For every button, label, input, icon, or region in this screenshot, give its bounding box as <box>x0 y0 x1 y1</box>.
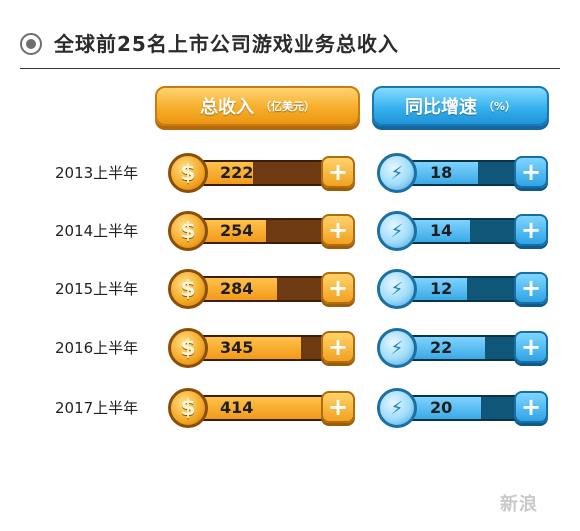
revenue-value: 222 <box>220 163 254 182</box>
watermark: 新浪 <box>500 494 538 515</box>
growth-value: 18 <box>430 163 453 182</box>
revenue-value: 284 <box>220 279 254 298</box>
lightning-coin-icon: ⚡ <box>377 269 417 309</box>
dollar-coin-icon: $ <box>168 388 208 428</box>
plus-icon[interactable]: + <box>321 214 355 246</box>
revenue-value: 254 <box>220 221 254 240</box>
lightning-coin-icon: ⚡ <box>377 211 417 251</box>
growth-bar: 20 <box>400 395 522 421</box>
revenue-bar-fill <box>192 278 278 300</box>
row-year-label: 2013上半年 <box>55 164 139 182</box>
chart-title-bar: 全球前25名上市公司游戏业务总收入 <box>20 30 560 70</box>
plus-icon[interactable]: + <box>514 272 548 304</box>
growth-header: 同比增速 （%） <box>372 86 549 126</box>
revenue-value: 414 <box>220 398 254 417</box>
growth-header-label: 同比增速 <box>404 97 477 118</box>
dollar-coin-icon: $ <box>168 153 208 193</box>
plus-icon[interactable]: + <box>321 156 355 188</box>
plus-icon[interactable]: + <box>321 391 355 423</box>
growth-bar-fill <box>402 162 478 184</box>
growth-value: 20 <box>430 398 453 417</box>
dollar-coin-icon: $ <box>168 269 208 309</box>
lightning-coin-icon: ⚡ <box>377 388 417 428</box>
growth-bar: 14 <box>400 218 522 244</box>
revenue-header-unit: （亿美元） <box>260 100 315 113</box>
growth-bar: 18 <box>400 160 522 186</box>
dollar-coin-icon: $ <box>168 211 208 251</box>
revenue-value: 345 <box>220 338 254 357</box>
lightning-coin-icon: ⚡ <box>377 153 417 193</box>
revenue-bar-fill <box>192 220 266 242</box>
revenue-header: 总收入 （亿美元） <box>155 86 360 126</box>
dollar-coin-icon: $ <box>168 328 208 368</box>
revenue-header-label: 总收入 <box>200 97 254 118</box>
row-year-label: 2014上半年 <box>55 222 139 240</box>
plus-icon[interactable]: + <box>514 391 548 423</box>
row-year-label: 2016上半年 <box>55 339 139 357</box>
row-year-label: 2017上半年 <box>55 399 139 417</box>
plus-icon[interactable]: + <box>514 156 548 188</box>
growth-bar-fill <box>402 397 482 419</box>
revenue-bar: 345 <box>190 335 330 361</box>
chart-title: 全球前25名上市公司游戏业务总收入 <box>54 32 399 56</box>
revenue-bar: 222 <box>190 160 330 186</box>
plus-icon[interactable]: + <box>321 331 355 363</box>
plus-icon[interactable]: + <box>514 214 548 246</box>
title-divider <box>20 68 560 69</box>
growth-value: 14 <box>430 221 453 240</box>
growth-bar: 12 <box>400 276 522 302</box>
growth-bar-fill <box>402 337 485 359</box>
revenue-bar: 284 <box>190 276 330 302</box>
plus-icon[interactable]: + <box>321 272 355 304</box>
growth-bar-fill <box>402 278 467 300</box>
growth-bar: 22 <box>400 335 522 361</box>
row-year-label: 2015上半年 <box>55 280 139 298</box>
revenue-bar-fill <box>192 337 301 359</box>
radio-bullet-icon <box>20 33 42 55</box>
growth-bar-fill <box>402 220 471 242</box>
plus-icon[interactable]: + <box>514 331 548 363</box>
revenue-bar: 414 <box>190 395 330 421</box>
revenue-bar-fill <box>192 397 328 419</box>
growth-value: 22 <box>430 338 453 357</box>
lightning-coin-icon: ⚡ <box>377 328 417 368</box>
revenue-bar: 254 <box>190 218 330 244</box>
growth-value: 12 <box>430 279 453 298</box>
growth-header-unit: （%） <box>482 100 517 113</box>
